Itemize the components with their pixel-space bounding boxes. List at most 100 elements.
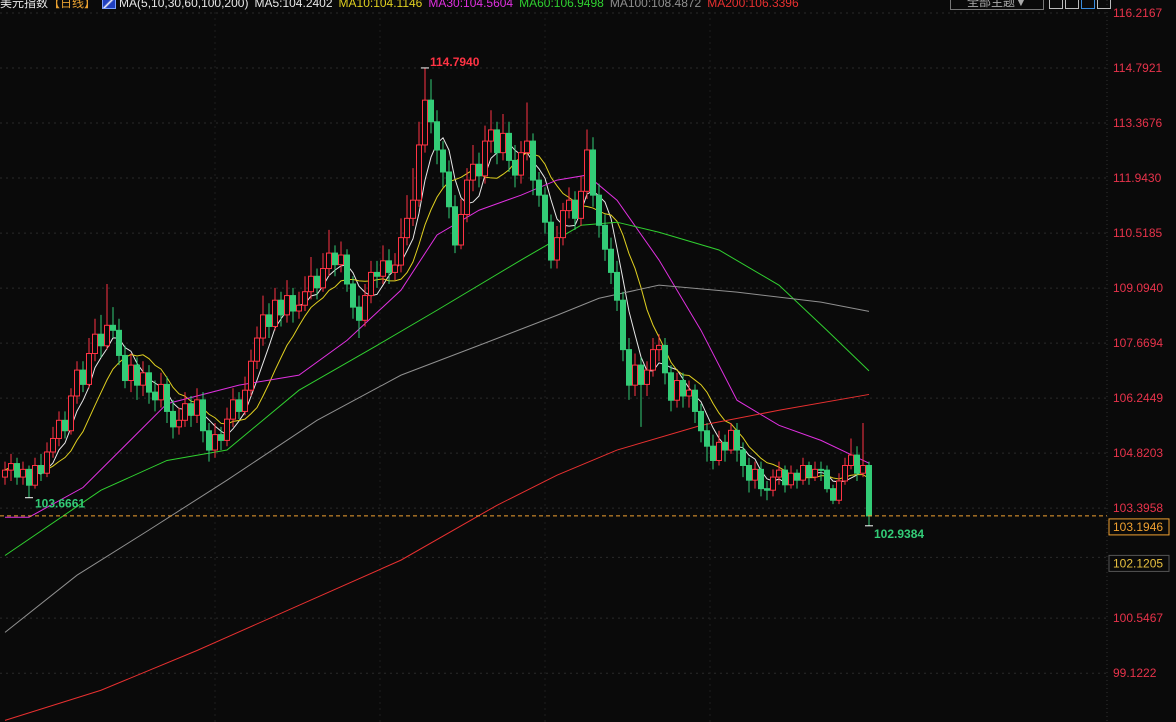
candle [470, 144, 476, 192]
candle-body [170, 410, 176, 428]
candle-body [350, 283, 356, 308]
candle-body [332, 252, 338, 266]
candle-body [224, 418, 230, 441]
ma-line-ma100 [4, 284, 870, 633]
candle [212, 423, 218, 458]
period-label[interactable]: 【日线】 [48, 0, 97, 10]
window-icon[interactable] [1097, 0, 1111, 9]
candle-body [2, 469, 8, 478]
candle-body [212, 434, 218, 451]
candle [74, 361, 80, 404]
candle-body [134, 364, 140, 386]
candle [422, 67, 428, 153]
candle-body [98, 333, 104, 347]
y-tick-label: 111.9430 [1113, 171, 1162, 185]
theme-select[interactable]: 全部主题▼ [950, 0, 1044, 10]
candle-body [266, 314, 272, 327]
candle [188, 395, 194, 427]
candle [254, 326, 260, 369]
candle [572, 191, 578, 230]
candle-body [116, 329, 122, 356]
candle [500, 114, 506, 161]
candle [386, 249, 392, 284]
ma-line-ma30 [5, 174, 870, 518]
indicator-name[interactable]: MA(5,10,30,60,100,200) [119, 0, 249, 10]
candle-body [506, 132, 512, 161]
candle [704, 423, 710, 462]
candle [170, 399, 176, 439]
candle [860, 423, 866, 478]
candle [224, 407, 230, 447]
candle [320, 253, 326, 292]
candle [812, 461, 818, 481]
candle-body [674, 380, 680, 401]
candle-body [854, 454, 860, 474]
candle [266, 303, 272, 339]
candle-body [626, 349, 632, 386]
candle-body [404, 217, 410, 239]
draw-icon[interactable] [1081, 0, 1095, 9]
candle-body [710, 445, 716, 461]
low-annotation-right: 102.9384 [874, 527, 924, 541]
candle [284, 280, 290, 323]
candle-body [692, 389, 698, 412]
candle [146, 365, 152, 404]
candle [806, 461, 812, 485]
candle [62, 411, 68, 439]
chart-header: 美元指数 【日线】 MA(5,10,30,60,100,200) MA5:104… [0, 0, 811, 9]
candle [752, 461, 758, 489]
candle-body [200, 399, 206, 432]
candle-body [38, 464, 44, 474]
y-tick-label: 116.2167 [1113, 6, 1162, 20]
candle [134, 357, 140, 400]
candle-body [326, 252, 332, 270]
candle [632, 353, 638, 396]
candle-body [74, 369, 80, 397]
candle [410, 168, 416, 227]
candle-body [836, 480, 842, 501]
candle [584, 129, 590, 200]
layout-icon[interactable] [1065, 0, 1079, 9]
candle-body [596, 194, 602, 226]
candle [680, 372, 686, 408]
candle-body [464, 179, 470, 215]
candle [326, 229, 332, 277]
candle-body [704, 430, 710, 447]
candle [770, 469, 776, 497]
last-price-label: 103.1946 [1113, 520, 1163, 534]
candle [650, 338, 656, 377]
candle [434, 110, 440, 165]
candle-body [380, 260, 386, 277]
candle-body [410, 199, 416, 219]
candle [506, 121, 512, 172]
candle-body [392, 264, 398, 273]
candle-body [608, 248, 614, 273]
candle-body [794, 472, 800, 481]
candle-body [152, 391, 158, 401]
candle-body [584, 149, 590, 192]
candle [746, 457, 752, 493]
candle [98, 314, 104, 358]
candle [524, 102, 530, 161]
high-annotation: 114.7940 [430, 55, 480, 69]
candle [404, 195, 410, 246]
candle [86, 338, 92, 389]
candle-body [764, 488, 770, 491]
grid-icon[interactable] [1049, 0, 1063, 9]
candle-body [746, 464, 752, 481]
candle-body [122, 354, 128, 382]
candle-body [434, 121, 440, 151]
candle [698, 403, 704, 443]
candle [590, 137, 596, 207]
candle-body [32, 464, 38, 486]
candle-body [650, 349, 656, 371]
candle-body [632, 364, 638, 386]
candle-body [290, 295, 296, 312]
indicator-chart-icon[interactable] [102, 0, 117, 9]
candle-body [734, 429, 740, 451]
candle [740, 442, 746, 478]
candle [140, 361, 146, 396]
candle [644, 361, 650, 396]
y-tick-label: 106.2449 [1113, 391, 1163, 405]
